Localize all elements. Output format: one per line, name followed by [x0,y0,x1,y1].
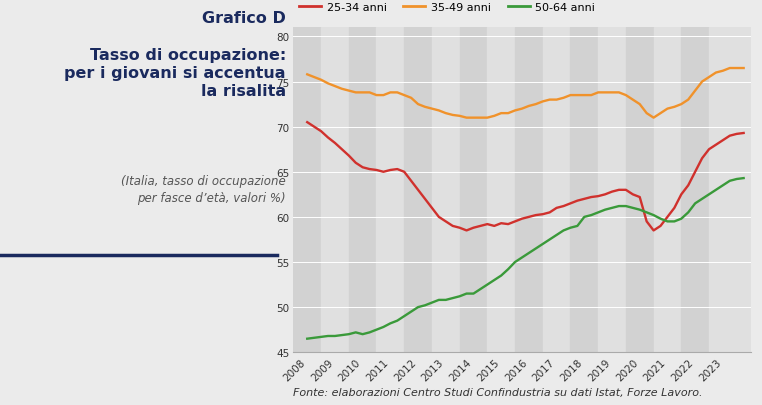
Bar [376,28,404,352]
Text: Fonte: elaborazioni Centro Studi Confindustria su dati Istat, Forze Lavoro.: Fonte: elaborazioni Centro Studi Confind… [293,387,703,397]
Bar [515,28,543,352]
Bar [543,28,571,352]
Bar [681,28,709,352]
Bar [349,28,376,352]
Bar [321,28,349,352]
Bar [459,28,488,352]
Bar [404,28,432,352]
Legend: 25-34 anni, 35-49 anni, 50-64 anni: 25-34 anni, 35-49 anni, 50-64 anni [294,0,600,17]
Text: Grafico D: Grafico D [202,11,286,26]
Text: Tasso di occupazione:
per i giovani si accentua
la risalita: Tasso di occupazione: per i giovani si a… [64,47,286,98]
Text: (Italia, tasso di occupazione
per fasce d’età, valori %): (Italia, tasso di occupazione per fasce … [121,175,286,205]
Bar [488,28,515,352]
Bar [626,28,654,352]
Bar [293,28,321,352]
Bar [709,28,737,352]
Bar [571,28,598,352]
Bar [432,28,459,352]
Bar [598,28,626,352]
Bar [654,28,681,352]
